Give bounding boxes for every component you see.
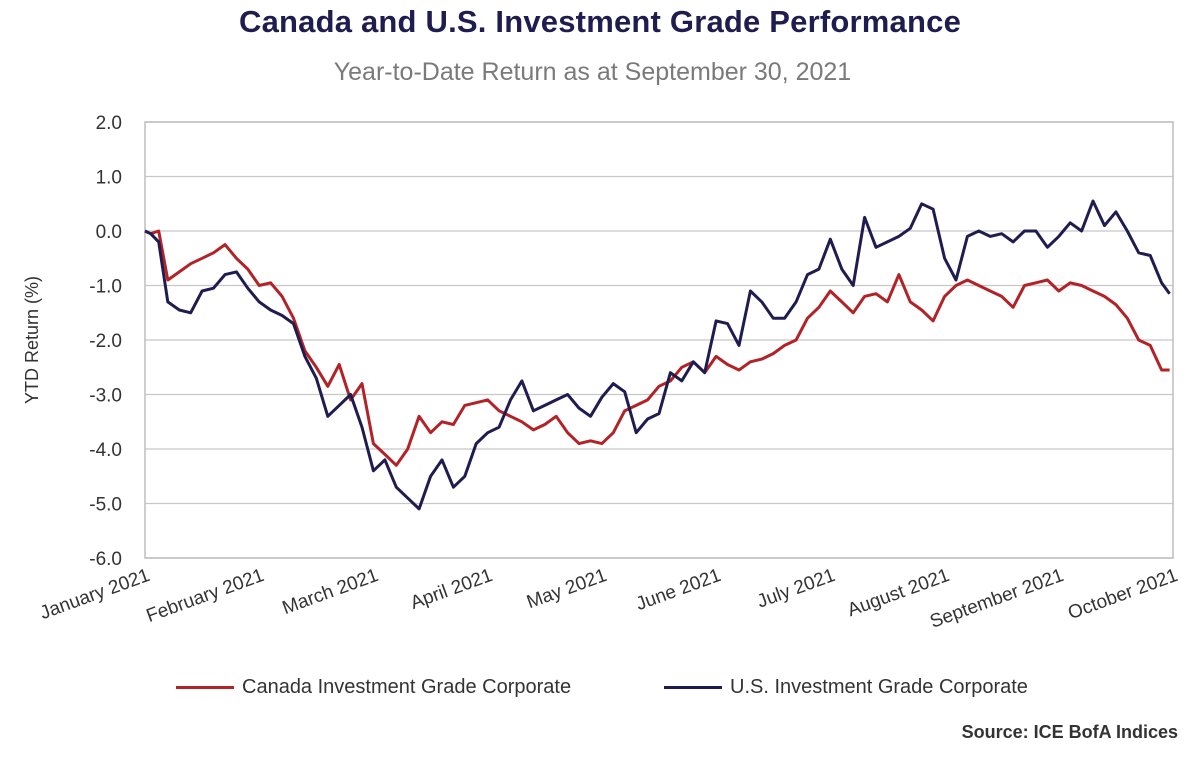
y-tick-label: -2.0: [89, 331, 122, 352]
source-note: Source: ICE BofA Indices: [961, 722, 1178, 742]
line-chart: 2.0 1.0 0.0 -1.0 -2.0 -3.0 -4.0 -5.0 -6.0 Januar…: [22, 113, 1181, 633]
y-axis-ticks: 2.0 1.0 0.0 -1.0 -2.0 -3.0 -4.0 -5.0 -6.0: [89, 113, 122, 570]
legend-item-us: U.S. Investment Grade Corporate: [664, 676, 1028, 699]
series-lines: [144, 199, 1171, 511]
legend: Canada Investment Grade Corporate U.S. I…: [0, 676, 1200, 706]
legend-label-us: U.S. Investment Grade Corporate: [730, 676, 1028, 698]
x-tick-label: February 2021: [144, 565, 267, 627]
y-axis-label: YTD Return (%): [22, 276, 42, 404]
series-line-us: [144, 199, 1171, 511]
legend-swatch-canada: [176, 686, 234, 689]
chart-subtitle: Year-to-Date Return as at September 30, …: [333, 58, 852, 86]
y-tick-label: 2.0: [96, 113, 122, 134]
chart-title: Canada and U.S. Investment Grade Perform…: [238, 4, 962, 39]
plot-area: [144, 121, 1174, 559]
gridlines: [145, 121, 1173, 559]
x-tick-label: May 2021: [524, 565, 610, 613]
x-tick-label: October 2021: [1065, 565, 1180, 624]
y-tick-label: -4.0: [89, 440, 122, 461]
x-tick-label: July 2021: [754, 565, 838, 613]
x-tick-label: April 2021: [408, 565, 496, 614]
legend-label-canada: Canada Investment Grade Corporate: [242, 676, 572, 698]
y-tick-label: -1.0: [89, 277, 122, 298]
x-tick-label: January 2021: [37, 565, 152, 624]
y-tick-label: -6.0: [89, 549, 122, 570]
y-tick-label: -5.0: [89, 495, 122, 516]
x-tick-label: March 2021: [280, 565, 381, 619]
series-line-canada: [144, 229, 1170, 467]
y-tick-label: -3.0: [89, 386, 122, 407]
x-tick-label: June 2021: [633, 565, 724, 615]
legend-item-canada: Canada Investment Grade Corporate: [176, 676, 571, 699]
legend-swatch-us: [664, 686, 722, 689]
y-tick-label: 1.0: [96, 168, 122, 189]
y-tick-label: 0.0: [96, 222, 122, 243]
